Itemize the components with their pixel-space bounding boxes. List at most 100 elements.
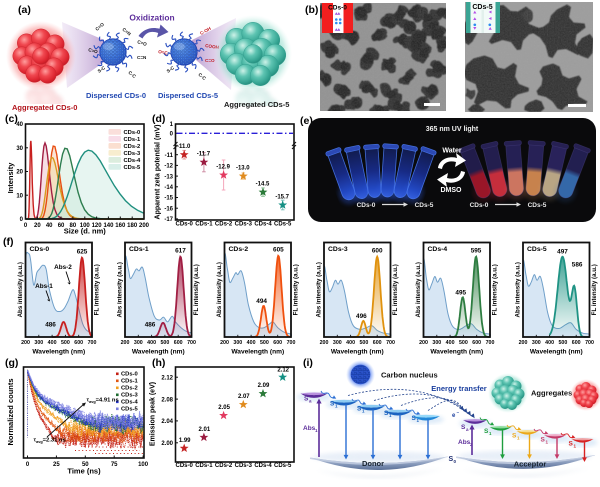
svg-text:75: 75 bbox=[111, 462, 118, 468]
svg-text:1: 1 bbox=[489, 431, 492, 436]
svg-text:605: 605 bbox=[273, 247, 284, 254]
svg-text:FL intensity (a.u.): FL intensity (a.u.) bbox=[94, 264, 101, 315]
svg-text:Aggregates: Aggregates bbox=[531, 389, 572, 398]
svg-text:Size (d. nm): Size (d. nm) bbox=[64, 227, 107, 236]
svg-text:50: 50 bbox=[82, 462, 89, 468]
svg-text:1: 1 bbox=[546, 439, 549, 444]
svg-text:(h): (h) bbox=[152, 357, 165, 369]
svg-text:CDs-4: CDs-4 bbox=[254, 463, 272, 469]
svg-text:1: 1 bbox=[315, 428, 318, 433]
svg-text:30: 30 bbox=[16, 146, 23, 152]
svg-text:C≡N: C≡N bbox=[121, 27, 132, 37]
svg-text:CDs-4: CDs-4 bbox=[428, 246, 448, 253]
svg-text:2.00: 2.00 bbox=[161, 441, 173, 447]
svg-text:S: S bbox=[569, 440, 574, 447]
svg-text:600: 600 bbox=[174, 340, 183, 346]
svg-text:Wavelength (nm): Wavelength (nm) bbox=[430, 349, 483, 356]
svg-text:CDs-0: CDs-0 bbox=[124, 130, 141, 136]
svg-text:1: 1 bbox=[417, 418, 420, 423]
svg-text:FL intensity (a.u.): FL intensity (a.u.) bbox=[193, 264, 200, 315]
svg-text:100: 100 bbox=[80, 223, 91, 229]
svg-text:CDs-5: CDs-5 bbox=[472, 4, 492, 11]
svg-text:Abs intensity (a.u.): Abs intensity (a.u.) bbox=[216, 262, 223, 317]
svg-text:700: 700 bbox=[287, 340, 296, 346]
svg-text:CDs-0: CDs-0 bbox=[30, 246, 50, 253]
svg-text:FL intensity (a.u.): FL intensity (a.u.) bbox=[591, 264, 598, 315]
svg-text:-11.7: -11.7 bbox=[197, 152, 211, 158]
svg-text:400: 400 bbox=[545, 340, 554, 346]
svg-text:160: 160 bbox=[115, 223, 126, 229]
svg-text:CDs-4: CDs-4 bbox=[254, 222, 272, 228]
svg-text:Abs intensity (a.u.): Abs intensity (a.u.) bbox=[415, 262, 422, 317]
svg-text:486: 486 bbox=[45, 322, 56, 329]
svg-text:-14: -14 bbox=[164, 185, 173, 191]
svg-text:CDs-0: CDs-0 bbox=[357, 202, 376, 209]
svg-text:400: 400 bbox=[346, 340, 355, 346]
svg-text:CDs-1: CDs-1 bbox=[129, 246, 149, 253]
svg-text:600: 600 bbox=[373, 340, 382, 346]
svg-text:2.08: 2.08 bbox=[161, 397, 173, 403]
svg-text:1: 1 bbox=[362, 409, 365, 414]
svg-text:a: a bbox=[309, 399, 312, 404]
svg-text:400: 400 bbox=[48, 340, 57, 346]
svg-text:400: 400 bbox=[147, 340, 156, 346]
svg-text:CDs-0: CDs-0 bbox=[176, 222, 194, 228]
svg-text:Wavelength (nm): Wavelength (nm) bbox=[530, 349, 583, 356]
svg-text:τavg=2.31 ns: τavg=2.31 ns bbox=[34, 438, 66, 445]
svg-text:500: 500 bbox=[359, 340, 368, 346]
svg-text:500: 500 bbox=[459, 340, 468, 346]
svg-text:Wavelength (nm): Wavelength (nm) bbox=[231, 349, 284, 356]
svg-text:FL intensity (a.u.): FL intensity (a.u.) bbox=[492, 264, 499, 315]
svg-text:CDs-0: CDs-0 bbox=[121, 372, 138, 378]
svg-text:Wavelength (nm): Wavelength (nm) bbox=[32, 349, 85, 356]
svg-text:25: 25 bbox=[53, 462, 60, 468]
svg-text:CDs-3: CDs-3 bbox=[235, 222, 253, 228]
svg-text:COOH: COOH bbox=[205, 43, 220, 50]
svg-text:495: 495 bbox=[455, 289, 466, 296]
svg-text:200: 200 bbox=[320, 340, 329, 346]
svg-text:200: 200 bbox=[419, 340, 428, 346]
svg-text:600: 600 bbox=[572, 340, 581, 346]
svg-text:500: 500 bbox=[61, 340, 70, 346]
svg-text:(c): (c) bbox=[5, 113, 18, 125]
svg-text:CDs-2: CDs-2 bbox=[229, 246, 249, 253]
svg-text:-17: -17 bbox=[164, 217, 173, 223]
svg-text:CDs-2: CDs-2 bbox=[215, 463, 233, 469]
svg-text:2.09: 2.09 bbox=[258, 383, 270, 389]
svg-text:10: 10 bbox=[16, 193, 23, 199]
svg-text:700: 700 bbox=[486, 340, 495, 346]
svg-text:700: 700 bbox=[386, 340, 395, 346]
svg-text:S: S bbox=[330, 401, 335, 408]
svg-text:2.01: 2.01 bbox=[199, 427, 211, 433]
svg-text:140: 140 bbox=[103, 223, 114, 229]
svg-text:-13.0: -13.0 bbox=[236, 166, 250, 172]
svg-text:1: 1 bbox=[170, 122, 174, 128]
svg-text:300: 300 bbox=[532, 340, 541, 346]
svg-text:-16: -16 bbox=[164, 206, 173, 212]
svg-text:C=N: C=N bbox=[137, 55, 147, 60]
svg-text:Abs intensity (a.u.): Abs intensity (a.u.) bbox=[515, 262, 522, 317]
svg-text:(a): (a) bbox=[18, 4, 31, 16]
svg-text:497: 497 bbox=[557, 249, 568, 256]
svg-text:Energy transfer: Energy transfer bbox=[431, 384, 487, 393]
svg-text:-11: -11 bbox=[165, 153, 174, 159]
svg-text:617: 617 bbox=[175, 248, 186, 255]
svg-text:600: 600 bbox=[372, 248, 383, 255]
svg-text:-14.5: -14.5 bbox=[256, 182, 270, 188]
svg-text:1: 1 bbox=[335, 404, 338, 409]
svg-text:Abs: Abs bbox=[458, 439, 471, 446]
svg-text:2: 2 bbox=[470, 442, 473, 447]
svg-text:-15.7: -15.7 bbox=[275, 194, 289, 200]
svg-text:Normalized counts: Normalized counts bbox=[6, 378, 15, 445]
svg-text:CDs-3: CDs-3 bbox=[328, 246, 348, 253]
svg-text:Wavelength (nm): Wavelength (nm) bbox=[331, 349, 384, 356]
svg-text:CDs-5: CDs-5 bbox=[274, 463, 292, 469]
svg-text:C=O: C=O bbox=[137, 39, 148, 47]
svg-text:CDs-3: CDs-3 bbox=[235, 463, 253, 469]
svg-text:C-C: C-C bbox=[197, 72, 207, 82]
svg-text:CDs-1: CDs-1 bbox=[121, 379, 139, 385]
svg-text:Emission peak (eV): Emission peak (eV) bbox=[150, 382, 157, 446]
svg-text:625: 625 bbox=[77, 249, 88, 256]
svg-text:300: 300 bbox=[432, 340, 441, 346]
svg-text:O=C: O=C bbox=[158, 49, 169, 56]
